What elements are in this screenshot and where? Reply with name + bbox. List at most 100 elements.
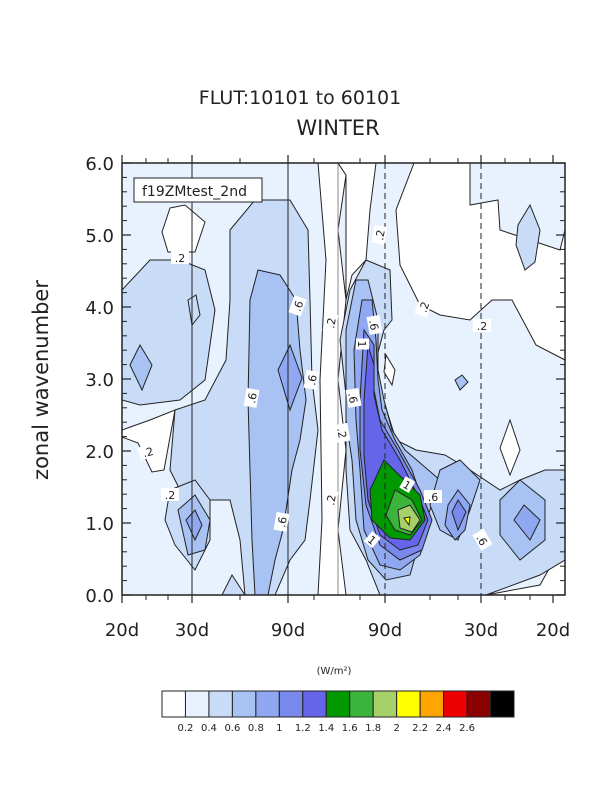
x-tick-label: 90d	[368, 620, 402, 641]
contour-label-text: .6	[275, 516, 290, 529]
y-axis: 0.0 1.0 2.0 3.0 4.0 5.0 6.0	[85, 154, 565, 607]
contour-label: .2	[322, 312, 339, 333]
colorbar-swatch	[231, 690, 257, 718]
contour-label-text: .6	[245, 392, 260, 405]
contour-label-bg	[322, 489, 339, 510]
contour-label: .6	[303, 369, 320, 390]
contour-fill-below-0-2	[122, 163, 565, 595]
chart-subtitle: WINTER	[296, 116, 379, 140]
contour-label-text: .2	[141, 445, 155, 460]
contour-label: .2	[161, 488, 179, 502]
y-tick-label: 4.0	[85, 298, 114, 319]
y-tick-label: 3.0	[85, 370, 114, 391]
colorbar-swatch	[255, 690, 280, 718]
contour-label-text: 1	[355, 341, 368, 348]
contour-label: .6	[243, 387, 260, 408]
contour-label-bg	[473, 319, 491, 332]
contour-label: .2	[334, 422, 351, 443]
y-tick-label: 0.0	[85, 586, 114, 607]
colorbar-swatch	[419, 690, 445, 718]
colorbar-swatch	[278, 690, 304, 718]
contour-label-text: .2	[477, 320, 488, 333]
contour-label-bg	[273, 511, 290, 532]
y-axis-label: zonal wavenumber	[29, 280, 53, 480]
colorbar-swatch	[466, 690, 492, 718]
contour-label-text: .6	[366, 319, 381, 332]
contour-label-bg	[424, 490, 442, 503]
contour-fill-2-0-2-2	[403, 516, 411, 527]
colorbar-level-label: 0.2	[178, 723, 194, 734]
contour-label: .6	[424, 490, 442, 504]
contour-label-text: .2	[175, 252, 186, 265]
colorbar-swatch	[443, 690, 468, 718]
x-tick-label: 30d	[175, 620, 209, 641]
colorbar-swatch	[184, 690, 210, 718]
contour-label: .6	[273, 511, 290, 532]
contour-label: .2	[171, 251, 189, 265]
contour-label-bg	[345, 387, 362, 408]
y-tick-label: 5.0	[85, 226, 114, 247]
colorbar-swatch	[302, 690, 327, 718]
colorbar-level-label: 1.2	[295, 723, 311, 734]
plot-area	[122, 163, 565, 595]
y-tick-label: 6.0	[85, 154, 114, 175]
contour-label: .2	[371, 224, 388, 245]
contour-label-bg	[363, 531, 381, 549]
contour-label: 1	[355, 338, 369, 350]
x-tick-label: 30d	[464, 620, 498, 641]
panel-label-box	[133, 177, 263, 203]
colorbar-swatch	[349, 690, 374, 718]
contour-label: .6	[472, 528, 493, 551]
colorbar-swatch	[490, 690, 515, 718]
contour-label-bg	[322, 312, 339, 333]
colorbar-level-label: 1.6	[342, 723, 358, 734]
contour-label-bg	[334, 422, 351, 443]
contour-label: .6	[345, 387, 362, 408]
contour-label: .2	[322, 489, 339, 510]
contour-label: .2	[473, 319, 491, 333]
colorbar-level-label: 2.2	[412, 723, 428, 734]
contour-label-bg	[371, 224, 388, 245]
colorbar-level-label: 0.6	[224, 723, 240, 734]
contour-label-bg	[356, 338, 369, 350]
contour-label: .2	[414, 296, 433, 318]
contour-label-text: .2	[334, 427, 349, 440]
contour-label-bg	[137, 442, 159, 461]
contour-label-bg	[414, 296, 433, 318]
contour-label: .6	[288, 295, 307, 317]
contour-label: 1	[399, 476, 416, 493]
x-axis: 20d 30d 90d 90d 30d 20d	[105, 155, 570, 641]
contour-label-text: .2	[373, 229, 388, 242]
colorbar-level-label: 1.8	[365, 723, 381, 734]
x-tick-label: 90d	[271, 620, 305, 641]
colorbar-level-label: 0.4	[201, 723, 217, 734]
contour-label-text: .2	[417, 300, 433, 314]
colorbar-level-label: 2.6	[459, 723, 475, 734]
colorbar: 0.2 0.4 0.6 0.8 1 1.2 1.4 1.6 1.8 2 2.2 2.4 2.6	[161, 690, 515, 734]
contour-label: .2	[137, 442, 159, 461]
contour-label: .6	[366, 314, 383, 335]
contour-labels: .2 .2 .2 .2 .2 .2 .2 .2 .2 .6 .6 .6 .6 .6 .6 .6 .6 1 1 1	[137, 224, 493, 551]
colorbar-swatch	[208, 690, 233, 718]
contour-label-bg	[171, 251, 189, 264]
contour-label-bg	[288, 295, 307, 317]
colorbar-level-label: 2	[393, 723, 399, 734]
x-tick-label: 20d	[536, 620, 570, 641]
colorbar-level-label: 1.4	[318, 723, 334, 734]
colorbar-level-label: 2.4	[436, 723, 452, 734]
y-tick-label: 2.0	[85, 442, 114, 463]
y-tick-label: 1.0	[85, 514, 114, 535]
contour-label-bg	[243, 387, 260, 408]
contour-label-text: .6	[428, 491, 439, 504]
colorbar-level-label: 1	[276, 723, 282, 734]
contour-label-bg	[399, 476, 416, 493]
contour-label-text: .2	[165, 489, 176, 502]
colorbar-units: (W/m²)	[317, 666, 352, 677]
colorbar-swatch	[396, 690, 421, 718]
contour-label-text: .2	[324, 494, 339, 507]
contour-label-text: .6	[305, 374, 320, 387]
colorbar-swatch	[325, 690, 351, 718]
x-tick-label: 20d	[105, 620, 139, 641]
colorbar-swatch	[161, 690, 186, 718]
